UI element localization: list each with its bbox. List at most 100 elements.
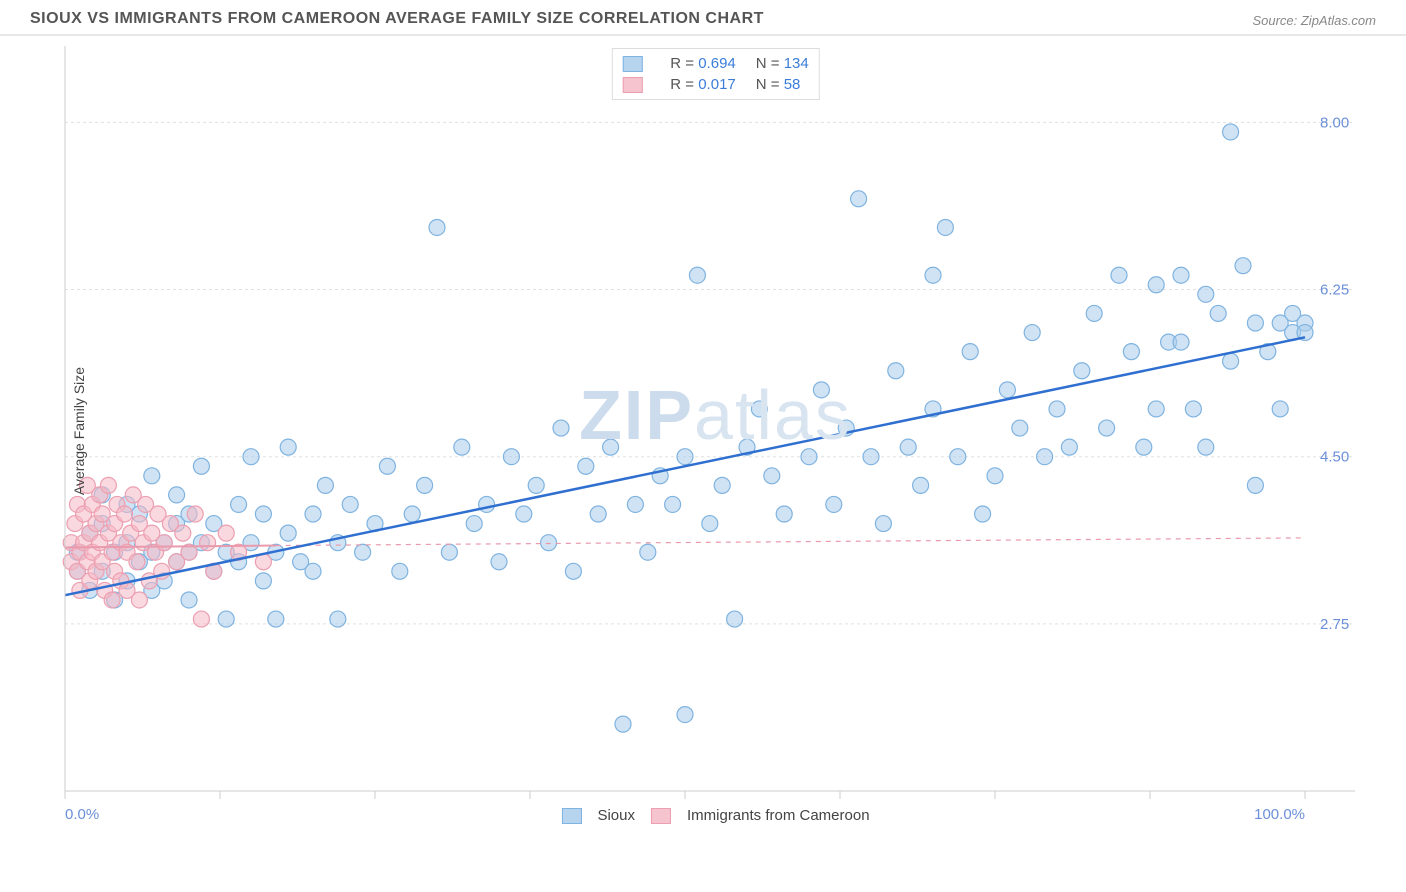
data-point	[1123, 344, 1139, 360]
data-point	[615, 716, 631, 732]
data-point	[875, 516, 891, 532]
data-point	[1173, 267, 1189, 283]
data-point	[305, 506, 321, 522]
data-point	[218, 611, 234, 627]
data-point	[1074, 363, 1090, 379]
data-point	[417, 477, 433, 493]
data-point	[1235, 258, 1251, 274]
svg-text:0.0%: 0.0%	[65, 806, 99, 823]
data-point	[826, 496, 842, 512]
data-point	[813, 382, 829, 398]
data-point	[590, 506, 606, 522]
data-point	[1148, 401, 1164, 417]
scatter-chart: 2.754.506.258.000.0%100.0%	[55, 36, 1365, 826]
data-point	[1136, 439, 1152, 455]
data-point	[404, 506, 420, 522]
data-point	[553, 420, 569, 436]
data-point	[1210, 305, 1226, 321]
data-point	[117, 506, 133, 522]
data-point	[603, 439, 619, 455]
data-point	[100, 477, 116, 493]
data-point	[1037, 449, 1053, 465]
data-point	[193, 458, 209, 474]
data-point	[1272, 401, 1288, 417]
chart-title: SIOUX VS IMMIGRANTS FROM CAMEROON AVERAG…	[30, 10, 764, 28]
data-point	[913, 477, 929, 493]
data-point	[479, 496, 495, 512]
legend-swatch	[622, 56, 642, 72]
data-point	[1012, 420, 1028, 436]
data-point	[541, 535, 557, 551]
data-point	[689, 267, 705, 283]
data-point	[1247, 477, 1263, 493]
series-legend: SiouxImmigrants from Cameroon	[553, 806, 877, 824]
data-point	[104, 592, 120, 608]
data-point	[441, 544, 457, 560]
source-attribution: Source: ZipAtlas.com	[1252, 13, 1376, 28]
data-point	[1148, 277, 1164, 293]
data-point	[578, 458, 594, 474]
data-point	[429, 219, 445, 235]
data-point	[776, 506, 792, 522]
chart-header: SIOUX VS IMMIGRANTS FROM CAMEROON AVERAG…	[0, 0, 1406, 36]
data-point	[1223, 353, 1239, 369]
data-point	[1086, 305, 1102, 321]
data-point	[200, 535, 216, 551]
data-point	[187, 506, 203, 522]
legend-label: Immigrants from Cameroon	[687, 807, 870, 824]
data-point	[1061, 439, 1077, 455]
data-point	[764, 468, 780, 484]
data-point	[280, 525, 296, 541]
data-point	[640, 544, 656, 560]
data-point	[1185, 401, 1201, 417]
data-point	[1111, 267, 1127, 283]
data-point	[129, 554, 145, 570]
data-point	[528, 477, 544, 493]
data-point	[317, 477, 333, 493]
data-point	[888, 363, 904, 379]
data-point	[801, 449, 817, 465]
svg-text:100.0%: 100.0%	[1254, 806, 1305, 823]
trend-line-blue	[65, 337, 1305, 595]
data-point	[355, 544, 371, 560]
data-point	[1049, 401, 1065, 417]
data-point	[925, 267, 941, 283]
data-point	[565, 563, 581, 579]
data-point	[677, 449, 693, 465]
svg-text:8.00: 8.00	[1320, 114, 1349, 131]
data-point	[156, 535, 172, 551]
data-point	[466, 516, 482, 532]
y-axis-label: Average Family Size	[71, 367, 87, 495]
data-point	[1247, 315, 1263, 331]
data-point	[268, 611, 284, 627]
legend-row: R = 0.694N = 134	[612, 53, 818, 74]
data-point	[1223, 124, 1239, 140]
data-point	[175, 525, 191, 541]
data-point	[627, 496, 643, 512]
data-point	[231, 496, 247, 512]
data-point	[962, 344, 978, 360]
data-point	[1198, 286, 1214, 302]
data-point	[714, 477, 730, 493]
data-point	[900, 439, 916, 455]
data-point	[950, 449, 966, 465]
data-point	[503, 449, 519, 465]
data-point	[1024, 325, 1040, 341]
trend-line-pink-dash	[276, 538, 1305, 546]
data-point	[937, 219, 953, 235]
legend-swatch	[651, 808, 671, 824]
data-point	[665, 496, 681, 512]
data-point	[999, 382, 1015, 398]
data-point	[516, 506, 532, 522]
data-point	[280, 439, 296, 455]
data-point	[677, 707, 693, 723]
legend-swatch	[622, 77, 642, 93]
data-point	[392, 563, 408, 579]
chart-container: Average Family Size ZIPatlas 2.754.506.2…	[55, 36, 1376, 826]
data-point	[330, 611, 346, 627]
data-point	[181, 592, 197, 608]
data-point	[987, 468, 1003, 484]
data-point	[193, 611, 209, 627]
data-point	[169, 487, 185, 503]
correlation-legend: R = 0.694N = 134R = 0.017N = 58	[611, 48, 819, 100]
